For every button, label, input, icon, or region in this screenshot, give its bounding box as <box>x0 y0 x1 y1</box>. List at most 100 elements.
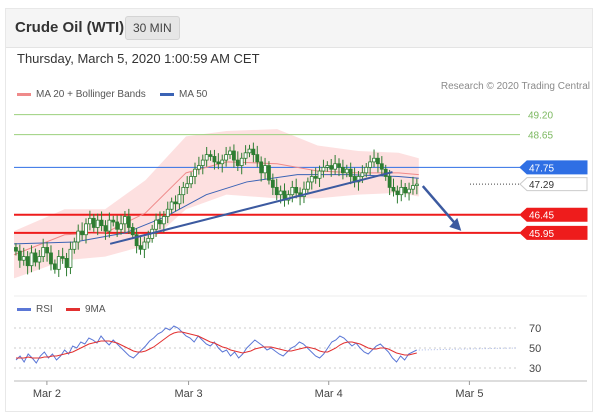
legend-rsi-label: RSI <box>36 304 53 315</box>
candle-body <box>290 186 295 196</box>
x-tick-label: Mar 5 <box>455 388 483 400</box>
candle-body <box>158 219 162 225</box>
candle-body <box>379 163 384 170</box>
legend-ma50: MA 50 <box>160 89 207 100</box>
candle-body <box>91 217 96 228</box>
rsi-projection <box>418 347 517 351</box>
candle-body <box>146 237 151 243</box>
candle-body <box>177 194 182 205</box>
candle-body <box>185 183 190 188</box>
rsi-tick-label: 50 <box>529 343 541 355</box>
candle-body <box>80 230 85 236</box>
candle-body <box>123 216 127 225</box>
candle-body <box>329 165 334 170</box>
legend-rsi: RSI <box>17 304 53 315</box>
legend-9ma-label: 9MA <box>85 304 106 315</box>
candle-body <box>274 186 279 196</box>
candle-body <box>181 186 186 196</box>
candle-body <box>111 219 116 223</box>
candle-body <box>25 256 30 267</box>
candle-body <box>33 252 38 263</box>
candle-body <box>356 176 361 183</box>
candle-body <box>321 166 326 172</box>
candle-body <box>414 183 419 186</box>
candle-body <box>348 168 353 177</box>
candle-body <box>49 252 53 265</box>
candle-body <box>161 216 166 225</box>
candle-body <box>255 154 260 163</box>
candle-body <box>193 168 197 177</box>
candle-body <box>407 188 411 194</box>
projection-arrow-line <box>421 185 459 227</box>
candle-body <box>200 159 205 166</box>
rsi-tick-label: 30 <box>529 363 541 375</box>
x-tick-label: Mar 4 <box>315 388 343 400</box>
candle-body <box>317 170 322 179</box>
candle-body <box>372 157 376 163</box>
candle-body <box>305 181 310 190</box>
rsi-line <box>15 325 417 364</box>
x-tick-label: Mar 2 <box>33 388 61 400</box>
candle-body <box>259 161 264 174</box>
candle-body <box>165 208 170 217</box>
candle-body <box>99 219 104 227</box>
candle-body <box>60 256 65 259</box>
candle-body <box>103 225 108 232</box>
candle-body <box>68 248 73 268</box>
candle-body <box>204 154 209 161</box>
candle-body <box>368 161 373 168</box>
candle-body <box>232 150 236 161</box>
candle-body <box>154 219 158 230</box>
candle-body <box>208 154 213 157</box>
candle-body <box>270 179 275 188</box>
candle-body <box>364 166 369 174</box>
level-tag-text-47.29: 47.29 <box>529 180 554 191</box>
research-credit: Research © 2020 Trading Central <box>440 81 590 92</box>
candle-body <box>387 176 392 188</box>
candle-body <box>391 186 396 192</box>
candle-body <box>72 241 77 250</box>
candle-body <box>45 247 49 254</box>
projection-arrowhead <box>449 217 462 231</box>
trendline <box>109 171 393 245</box>
candle-body <box>14 247 18 252</box>
rsi-swatch <box>17 307 31 311</box>
legend-9ma: 9MA <box>66 304 106 315</box>
candle-body <box>126 216 131 228</box>
level-tag-46.45 <box>519 207 588 222</box>
candle-body <box>403 186 408 194</box>
timestamp: Thursday, March 5, 2020 1:00:59 AM CET <box>17 51 260 66</box>
candle-body <box>134 234 139 247</box>
candle-body <box>220 159 225 165</box>
level-label-49.20: 49.20 <box>528 111 553 122</box>
candle-body <box>399 186 404 196</box>
candle-body <box>64 258 69 268</box>
level-label-48.65: 48.65 <box>528 131 553 142</box>
legend-ma50-label: MA 50 <box>179 89 208 100</box>
candle-body <box>119 223 123 230</box>
candle-body <box>189 176 194 185</box>
level-tag-47.29 <box>519 177 588 192</box>
candle-body <box>411 185 415 190</box>
candle-body <box>138 245 143 250</box>
candle-body <box>235 159 240 166</box>
level-tag-text-45.95: 45.95 <box>529 229 554 240</box>
candle-body <box>263 165 267 174</box>
candle-body <box>333 163 338 170</box>
candle-body <box>76 230 81 243</box>
candle-body <box>56 256 61 270</box>
candle-body <box>360 172 365 177</box>
rsi-9ma-line <box>16 331 417 359</box>
candle-body <box>224 154 229 161</box>
ma50-line <box>13 174 419 245</box>
chart-header: Crude Oil (WTI) 30 MIN <box>6 9 592 48</box>
level-tag-text-47.75: 47.75 <box>529 163 554 174</box>
legend-ma20: MA 20 + Bollinger Bands <box>17 89 146 100</box>
candle-body <box>309 176 314 183</box>
candle-body <box>107 219 112 232</box>
candle-body <box>302 188 306 197</box>
timeframe-badge[interactable]: 30 MIN <box>125 16 180 40</box>
candle-body <box>196 165 201 170</box>
candle-body <box>21 256 26 261</box>
